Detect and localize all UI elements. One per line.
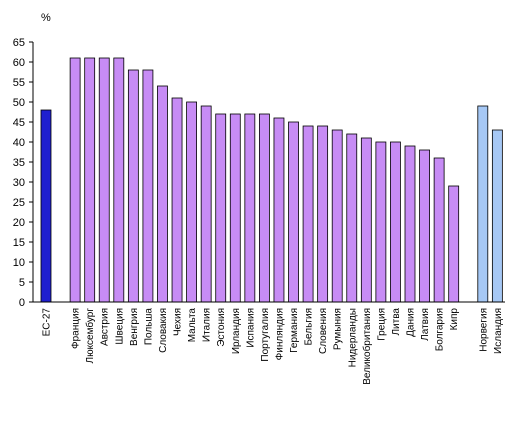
x-category-label: Словакия (158, 308, 169, 353)
x-category-label: ЕС-27 (42, 308, 53, 337)
x-category-label: Исландия (493, 308, 504, 354)
x-category-label: Нидерланды (347, 308, 358, 367)
bar (448, 185, 460, 303)
bar (142, 69, 154, 303)
bar (157, 85, 168, 303)
y-axis-ticks: 0 5 10 15 20 25 30 35 40 45 50 55 60 65 (13, 37, 33, 309)
bar (258, 113, 270, 303)
y-tick-label: 15 (13, 237, 25, 249)
bars (40, 57, 503, 303)
x-category-label: Мальта (187, 308, 198, 343)
y-tick-label: 25 (13, 197, 25, 209)
x-category-label: Люксембург (84, 308, 96, 364)
x-category-label: Великобритания (361, 308, 373, 385)
y-tick-label: 45 (13, 117, 25, 129)
x-category-label: Италия (202, 308, 213, 342)
x-category-label: Греция (376, 308, 387, 341)
bar (404, 145, 416, 303)
bar (69, 57, 81, 303)
x-category-label: Болгария (435, 308, 446, 351)
x-category-label: Швеция (114, 308, 125, 345)
bar (331, 129, 343, 303)
x-category-label: Австрия (100, 308, 111, 346)
bar (491, 129, 503, 303)
y-tick-label: 40 (13, 137, 25, 149)
bar (419, 149, 430, 303)
x-category-label: Германия (289, 308, 300, 353)
x-category-label: Финляндия (274, 308, 285, 360)
bar (113, 57, 125, 303)
x-category-label: Румыния (333, 308, 344, 350)
bar (229, 113, 241, 303)
y-tick-label: 0 (19, 297, 25, 309)
bar (273, 117, 285, 303)
bar (375, 141, 387, 303)
bar (40, 109, 52, 303)
x-category-label: Норвегия (478, 308, 489, 352)
x-category-label: Кипр (449, 308, 460, 331)
bar (390, 141, 401, 303)
y-axis-unit-label: % (41, 12, 51, 24)
bar (244, 113, 256, 303)
x-category-label: Словения (318, 308, 329, 354)
x-category-label: Чехия (173, 308, 184, 336)
x-category-label: Латвия (420, 308, 431, 341)
bar (288, 121, 299, 303)
y-tick-label: 5 (19, 277, 25, 289)
x-category-label: Дания (406, 308, 417, 337)
bar (200, 105, 212, 303)
x-category-label: Бельгия (304, 308, 315, 346)
x-category-label: Венгрия (129, 308, 140, 346)
x-axis-labels: ЕС-27 Франция Люксембург Австрия Швеция Венгр… (42, 308, 504, 385)
bar (98, 57, 110, 303)
y-tick-label: 55 (13, 77, 25, 89)
bar (84, 57, 96, 303)
x-category-label: Франция (71, 308, 82, 349)
bar (171, 97, 183, 303)
y-tick-label: 20 (13, 217, 25, 229)
y-tick-label: 35 (13, 157, 25, 169)
bar (127, 69, 139, 303)
y-tick-label: 10 (13, 257, 25, 269)
y-tick-label: 50 (13, 97, 25, 109)
bar (302, 125, 314, 303)
bar (477, 105, 489, 303)
x-category-label: Испания (245, 308, 256, 348)
y-tick-label: 30 (13, 177, 25, 189)
y-tick-label: 65 (13, 37, 25, 49)
bar (360, 137, 372, 303)
bar (433, 157, 445, 303)
bar (186, 101, 198, 303)
x-category-label: Эстония (216, 308, 227, 347)
x-category-label: Ирландия (231, 308, 242, 354)
x-category-label: Польша (143, 308, 154, 346)
bar (317, 125, 329, 303)
bar (346, 133, 358, 303)
x-category-label: Литва (391, 308, 402, 336)
bar (215, 113, 227, 303)
x-category-label: Португалия (260, 308, 271, 362)
y-tick-label: 60 (13, 57, 25, 69)
